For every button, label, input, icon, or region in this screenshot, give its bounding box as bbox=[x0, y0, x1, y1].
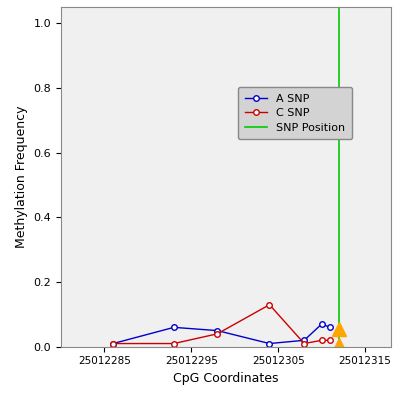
Y-axis label: Methylation Frequency: Methylation Frequency bbox=[15, 106, 28, 248]
A SNP bbox=[328, 325, 333, 330]
C SNP bbox=[319, 338, 324, 343]
C SNP bbox=[267, 302, 272, 307]
C SNP bbox=[302, 341, 307, 346]
A SNP bbox=[302, 338, 307, 343]
X-axis label: CpG Coordinates: CpG Coordinates bbox=[173, 372, 279, 385]
A SNP bbox=[267, 341, 272, 346]
Legend: A SNP, C SNP, SNP Position: A SNP, C SNP, SNP Position bbox=[238, 87, 352, 140]
C SNP bbox=[111, 341, 116, 346]
C SNP bbox=[328, 338, 333, 343]
A SNP bbox=[111, 341, 116, 346]
Line: A SNP: A SNP bbox=[110, 321, 333, 346]
C SNP bbox=[215, 332, 220, 336]
A SNP bbox=[215, 328, 220, 333]
Line: C SNP: C SNP bbox=[110, 302, 333, 346]
A SNP bbox=[172, 325, 176, 330]
C SNP bbox=[172, 341, 176, 346]
A SNP bbox=[319, 322, 324, 326]
